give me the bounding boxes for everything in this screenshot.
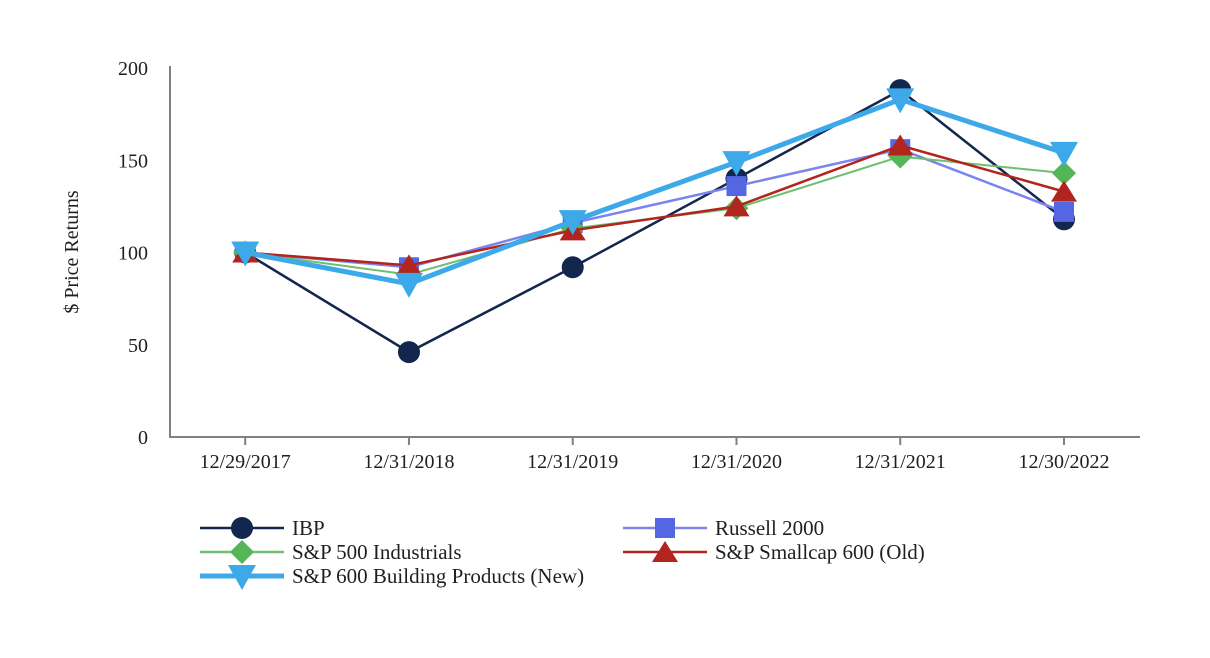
marker-russell-2000-3 <box>726 176 747 197</box>
legend-item-s-p-500-industrials: S&P 500 Industrials <box>200 540 462 564</box>
y-tick-label-100: 100 <box>118 243 148 265</box>
marker-s-p-600-building-products-new-2 <box>558 210 587 236</box>
legend-item-ibp: IBP <box>200 516 325 540</box>
legend-label-russell-2000: Russell 2000 <box>715 516 824 540</box>
legend-marker-s-p-500-industrials <box>230 540 254 564</box>
y-tick-label-200: 200 <box>118 58 148 80</box>
marker-s-p-smallcap-600-old-1 <box>395 254 422 276</box>
x-tick-label-2: 12/31/2019 <box>527 451 618 473</box>
legend-marker-russell-2000 <box>655 518 675 538</box>
legend-marker-s-p-600-building-products-new <box>228 565 256 590</box>
marker-s-p-600-building-products-new-4 <box>886 88 915 114</box>
marker-ibp-2 <box>561 256 584 279</box>
legend-marker-s-p-smallcap-600-old <box>652 541 678 562</box>
legend-marker-ibp <box>231 517 253 539</box>
legend-label-s-p-smallcap-600-old: S&P Smallcap 600 (Old) <box>715 540 925 564</box>
x-tick-label-0: 12/29/2017 <box>200 451 291 473</box>
y-tick-label-150: 150 <box>118 150 148 172</box>
y-tick-label-0: 0 <box>138 427 148 449</box>
series-line-s-p-smallcap-600-old <box>245 144 1065 267</box>
legend-item-russell-2000: Russell 2000 <box>623 516 824 540</box>
marker-s-p-smallcap-600-old-4 <box>887 134 914 156</box>
marker-russell-2000-5 <box>1054 201 1074 222</box>
marker-s-p-600-building-products-new-1 <box>394 272 423 298</box>
legend-item-s-p-600-building-products-new: S&P 600 Building Products (New) <box>200 564 584 590</box>
marker-ibp-1 <box>397 341 420 364</box>
series-line-russell-2000 <box>245 147 1065 269</box>
marker-s-p-600-building-products-new-0 <box>231 241 260 267</box>
series-line-s-p-500-industrials <box>245 155 1065 276</box>
marker-s-p-500-industrials-5 <box>1052 161 1076 186</box>
y-axis-label: $ Price Returns <box>61 190 83 314</box>
series-line-s-p-600-building-products-new <box>244 96 1065 287</box>
legend-label-s-p-600-building-products-new: S&P 600 Building Products (New) <box>292 564 584 588</box>
marker-s-p-smallcap-600-old-3 <box>723 195 750 217</box>
legend-label-s-p-500-industrials: S&P 500 Industrials <box>292 540 462 564</box>
y-tick-label-50: 50 <box>128 335 148 357</box>
marker-s-p-600-building-products-new-3 <box>722 151 751 177</box>
plot-generated-content: 0 50 100 150 200 12/29/2017 12/31/2018 12/31/20… <box>118 58 1140 590</box>
marker-s-p-600-building-products-new-5 <box>1050 141 1078 167</box>
x-tick-label-4: 12/31/2021 <box>855 451 946 473</box>
x-tick-label-5: 12/30/2022 <box>1018 451 1109 473</box>
legend-label-ibp: IBP <box>292 516 325 540</box>
marker-s-p-smallcap-600-old-5 <box>1051 180 1077 202</box>
x-tick-label-3: 12/31/2020 <box>691 451 782 473</box>
legend-item-s-p-smallcap-600-old: S&P Smallcap 600 (Old) <box>623 540 925 564</box>
series-line-ibp <box>244 88 1065 354</box>
x-tick-label-1: 12/31/2018 <box>363 451 454 473</box>
